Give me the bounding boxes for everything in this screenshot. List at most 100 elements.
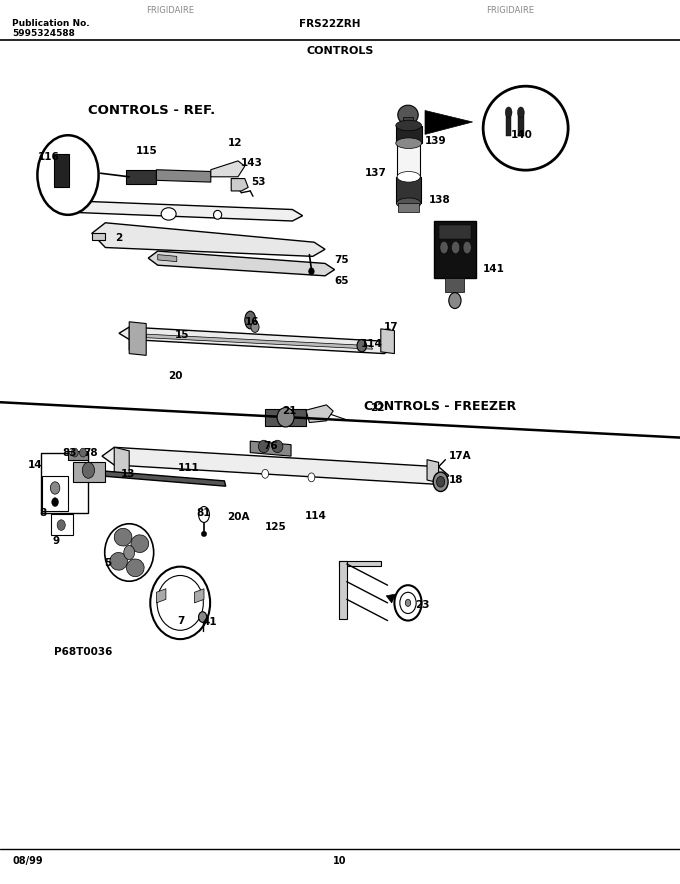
Ellipse shape — [37, 135, 99, 215]
Polygon shape — [148, 251, 335, 276]
Text: 18: 18 — [449, 475, 463, 485]
Polygon shape — [194, 589, 204, 603]
Polygon shape — [386, 594, 396, 603]
Text: 115: 115 — [135, 146, 157, 156]
Polygon shape — [92, 223, 325, 256]
Ellipse shape — [199, 612, 207, 622]
Polygon shape — [158, 255, 177, 262]
Text: 23: 23 — [415, 599, 429, 610]
Text: FRIGIDAIRE: FRIGIDAIRE — [486, 6, 534, 15]
Ellipse shape — [272, 440, 283, 453]
Ellipse shape — [124, 545, 135, 560]
Text: Publication No.: Publication No. — [12, 19, 90, 28]
Ellipse shape — [109, 552, 127, 570]
Ellipse shape — [157, 575, 203, 630]
Polygon shape — [41, 453, 88, 513]
Text: 16: 16 — [244, 316, 259, 327]
Text: 140: 140 — [511, 130, 533, 141]
Ellipse shape — [251, 322, 259, 332]
Ellipse shape — [150, 567, 210, 639]
Ellipse shape — [309, 268, 314, 275]
Polygon shape — [119, 327, 394, 354]
Text: 10: 10 — [333, 856, 347, 865]
Ellipse shape — [449, 293, 461, 309]
Ellipse shape — [80, 448, 86, 457]
Text: 12: 12 — [227, 138, 242, 149]
Ellipse shape — [161, 208, 176, 220]
Polygon shape — [129, 322, 146, 355]
Text: 116: 116 — [38, 152, 60, 163]
Polygon shape — [396, 126, 422, 143]
Ellipse shape — [50, 482, 60, 494]
Ellipse shape — [452, 241, 460, 254]
Ellipse shape — [258, 440, 269, 453]
Text: 78: 78 — [83, 448, 98, 459]
Polygon shape — [58, 201, 303, 221]
Polygon shape — [403, 117, 413, 126]
Polygon shape — [265, 409, 306, 426]
Ellipse shape — [199, 507, 209, 522]
Ellipse shape — [357, 339, 367, 352]
Ellipse shape — [463, 241, 471, 254]
Text: 65: 65 — [335, 276, 349, 286]
Text: P68T0036: P68T0036 — [54, 646, 113, 657]
Polygon shape — [506, 113, 511, 136]
Text: CONTROLS: CONTROLS — [306, 46, 374, 56]
Text: 7: 7 — [177, 615, 184, 626]
Polygon shape — [51, 514, 73, 535]
Text: 138: 138 — [428, 194, 450, 205]
Text: 9: 9 — [53, 536, 60, 546]
Text: CONTROLS - FREEZER: CONTROLS - FREEZER — [364, 400, 516, 413]
Text: 141: 141 — [483, 263, 505, 274]
Polygon shape — [114, 447, 129, 476]
Ellipse shape — [105, 523, 154, 582]
Polygon shape — [42, 476, 68, 511]
Bar — [54, 154, 69, 187]
Ellipse shape — [52, 498, 58, 507]
Polygon shape — [306, 405, 333, 423]
Text: 15: 15 — [175, 330, 189, 340]
Polygon shape — [250, 441, 291, 456]
Ellipse shape — [396, 198, 421, 209]
Ellipse shape — [433, 472, 448, 492]
Polygon shape — [381, 329, 394, 354]
Polygon shape — [445, 278, 464, 292]
Text: 114: 114 — [305, 511, 326, 522]
Polygon shape — [126, 170, 156, 184]
Text: 21: 21 — [282, 406, 296, 416]
Ellipse shape — [400, 592, 416, 613]
Ellipse shape — [505, 107, 512, 118]
Text: CONTROLS - REF.: CONTROLS - REF. — [88, 104, 216, 118]
Text: 20A: 20A — [226, 512, 250, 522]
Polygon shape — [439, 225, 471, 239]
Ellipse shape — [262, 469, 269, 478]
Polygon shape — [339, 561, 381, 566]
Ellipse shape — [396, 120, 422, 131]
Text: 114: 114 — [360, 339, 382, 349]
Ellipse shape — [71, 448, 78, 457]
Text: 137: 137 — [364, 168, 386, 179]
Polygon shape — [92, 233, 105, 240]
Ellipse shape — [201, 531, 207, 537]
Text: 41: 41 — [203, 617, 218, 628]
Text: 20: 20 — [168, 370, 183, 381]
Text: 5995324588: 5995324588 — [12, 29, 75, 38]
Polygon shape — [129, 327, 143, 352]
Text: 53: 53 — [252, 177, 266, 187]
Text: 17A: 17A — [449, 451, 471, 461]
Text: 81: 81 — [197, 507, 211, 518]
Ellipse shape — [394, 585, 422, 621]
Polygon shape — [398, 203, 419, 212]
Text: 111: 111 — [178, 462, 200, 473]
Text: 22: 22 — [371, 403, 385, 414]
Ellipse shape — [82, 462, 95, 478]
Polygon shape — [434, 221, 476, 278]
Polygon shape — [95, 470, 226, 486]
Text: FRIGIDAIRE: FRIGIDAIRE — [146, 6, 194, 15]
Ellipse shape — [245, 311, 256, 329]
Polygon shape — [156, 589, 166, 603]
Text: 5: 5 — [104, 558, 111, 568]
Text: 139: 139 — [425, 135, 447, 146]
Ellipse shape — [308, 473, 315, 482]
Ellipse shape — [214, 210, 222, 219]
